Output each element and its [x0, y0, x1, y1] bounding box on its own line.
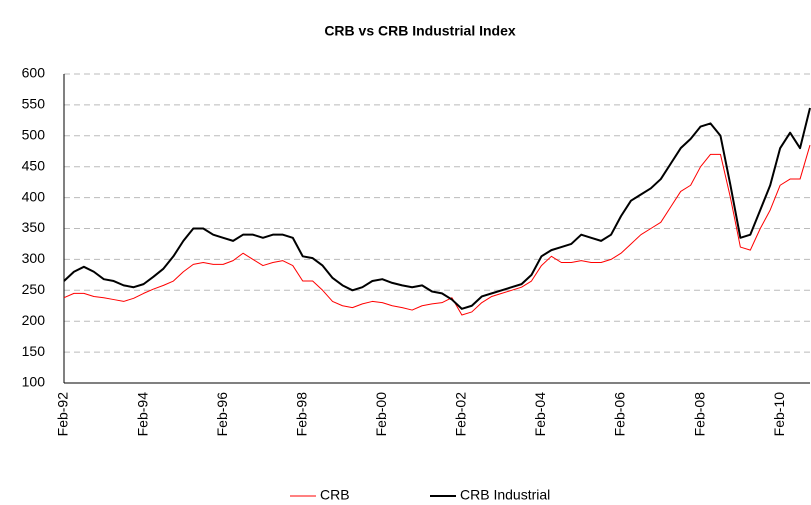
legend-label: CRB	[320, 487, 350, 503]
series-line	[63, 144, 811, 316]
x-tick-label: Feb-02	[453, 392, 469, 437]
y-tick-label: 300	[22, 250, 46, 266]
y-tick-label: 250	[22, 281, 46, 297]
y-tick-label: 100	[22, 374, 46, 390]
y-tick-label: 550	[22, 96, 46, 112]
x-tick-label: Feb-08	[691, 392, 707, 437]
y-tick-label: 400	[22, 188, 46, 204]
x-tick-label: Feb-06	[612, 392, 628, 437]
legend-label: CRB Industrial	[460, 487, 550, 503]
x-tick-label: Feb-00	[373, 392, 389, 437]
y-tick-label: 350	[22, 219, 46, 235]
y-tick-label: 600	[22, 65, 46, 81]
x-tick-label: Feb-10	[771, 392, 787, 437]
x-tick-label: Feb-94	[134, 392, 150, 437]
chart-title: CRB vs CRB Industrial Index	[324, 23, 516, 39]
x-tick-label: Feb-96	[214, 392, 230, 437]
y-tick-label: 200	[22, 312, 46, 328]
x-tick-label: Feb-98	[293, 392, 309, 437]
x-tick-label: Feb-04	[532, 392, 548, 437]
series-line	[63, 107, 811, 310]
y-tick-label: 500	[22, 127, 46, 143]
x-tick-label: Feb-92	[55, 392, 71, 437]
y-tick-label: 450	[22, 157, 46, 173]
y-tick-label: 150	[22, 343, 46, 359]
